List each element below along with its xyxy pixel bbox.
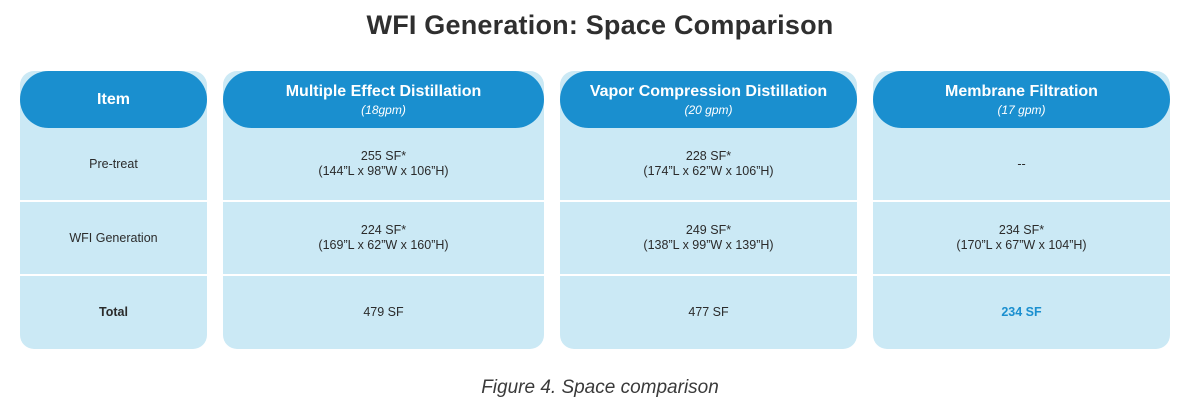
column-header-capacity: (20 gpm) <box>684 102 733 117</box>
row-divider <box>560 200 857 202</box>
cell-wfi-generation: 234 SF* (170”L x 67”W x 104”H) <box>873 202 1170 274</box>
cell-pretreat: 255 SF* (144”L x 98”W x 106”H) <box>223 128 544 200</box>
cell-pretreat: 228 SF* (174”L x 62”W x 106”H) <box>560 128 857 200</box>
row-label-pretreat: Pre-treat <box>20 128 207 200</box>
cell-wfi-generation: 224 SF* (169”L x 62”W x 160”H) <box>223 202 544 274</box>
cell-area: -- <box>1017 156 1026 171</box>
row-label-text: Total <box>99 305 128 319</box>
column-header-name: Membrane Filtration <box>945 82 1098 100</box>
cell-dimensions: (169”L x 62”W x 160”H) <box>318 238 449 252</box>
column-header-name: Multiple Effect Distillation <box>285 82 482 100</box>
column-header-name: Vapor Compression Distillation <box>589 82 828 100</box>
row-divider <box>873 200 1170 202</box>
row-divider <box>560 274 857 276</box>
column-header-capacity: (17 gpm) <box>997 102 1046 117</box>
cell-total-value: 234 SF <box>1001 305 1042 319</box>
cell-area: 228 SF* <box>685 149 732 163</box>
column-vapor-compression-distillation: Vapor Compression Distillation (20 gpm) … <box>560 71 857 349</box>
column-membrane-filtration: Membrane Filtration (17 gpm) -- 234 SF* … <box>873 71 1170 349</box>
row-label-text: Pre-treat <box>89 156 138 171</box>
row-divider <box>223 274 544 276</box>
column-header: Vapor Compression Distillation (20 gpm) <box>560 71 857 128</box>
cell-pretreat: -- <box>873 128 1170 200</box>
cell-area: 249 SF* <box>685 223 732 237</box>
column-header-capacity: (18gpm) <box>361 102 406 117</box>
column-header: Multiple Effect Distillation (18gpm) <box>223 71 544 128</box>
figure-caption: Figure 4. Space comparison <box>481 377 719 398</box>
column-header: Membrane Filtration (17 gpm) <box>873 71 1170 128</box>
item-column: Item Pre-treat WFI Generation Total <box>20 71 207 349</box>
cell-dimensions: (174”L x 62”W x 106”H) <box>643 164 774 178</box>
cell-dimensions: (138”L x 99”W x 139”H) <box>643 238 774 252</box>
cell-area: 234 SF* <box>998 223 1045 237</box>
row-divider <box>20 200 207 202</box>
cell-area: 224 SF* <box>360 223 407 237</box>
row-label-text: WFI Generation <box>69 230 158 245</box>
row-label-total: Total <box>20 276 207 349</box>
cell-area: 255 SF* <box>360 149 407 163</box>
page-title: WFI Generation: Space Comparison <box>366 10 834 40</box>
cell-total-value: 477 SF <box>688 305 729 319</box>
row-divider <box>223 200 544 202</box>
item-header: Item <box>20 71 207 128</box>
cell-dimensions: (170”L x 67”W x 104”H) <box>956 238 1087 252</box>
cell-total: 477 SF <box>560 276 857 349</box>
column-multiple-effect-distillation: Multiple Effect Distillation (18gpm) 255… <box>223 71 544 349</box>
cell-dimensions: (144”L x 98”W x 106”H) <box>318 164 449 178</box>
cell-wfi-generation: 249 SF* (138”L x 99”W x 139”H) <box>560 202 857 274</box>
item-header-label: Item <box>97 90 130 108</box>
cell-total-value: 479 SF <box>363 305 404 319</box>
cell-total: 479 SF <box>223 276 544 349</box>
row-divider <box>873 274 1170 276</box>
row-divider <box>20 274 207 276</box>
cell-total: 234 SF <box>873 276 1170 349</box>
row-label-wfi-generation: WFI Generation <box>20 202 207 274</box>
